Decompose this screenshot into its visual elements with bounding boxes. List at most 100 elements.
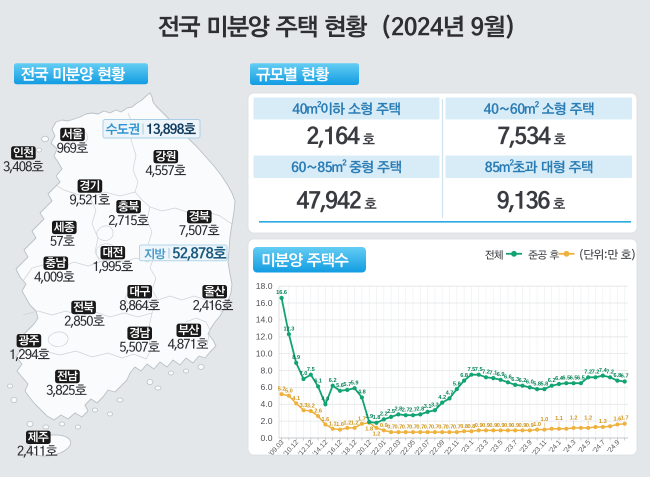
svg-text:2.5: 2.5: [387, 409, 395, 415]
svg-text:16.0: 16.0: [256, 298, 273, 308]
svg-text:5.8: 5.8: [541, 381, 549, 387]
svg-text:1.8: 1.8: [365, 426, 373, 432]
svg-text:2.2: 2.2: [380, 412, 388, 418]
svg-text:5.9: 5.9: [351, 380, 359, 386]
svg-text:0.9: 0.9: [519, 423, 527, 429]
svg-text:6.2: 6.2: [519, 378, 527, 384]
svg-text:1.2: 1.2: [584, 415, 592, 421]
svg-text:5.7: 5.7: [343, 382, 351, 388]
svg-text:7.1: 7.1: [489, 370, 497, 376]
svg-text:1.8: 1.8: [373, 415, 381, 421]
svg-text:1.2: 1.2: [343, 421, 351, 427]
svg-text:1.6: 1.6: [322, 417, 330, 423]
svg-text:1.2: 1.2: [351, 421, 359, 427]
svg-text:1.0: 1.0: [541, 417, 549, 423]
svg-text:6.0: 6.0: [526, 380, 534, 386]
svg-text:7.5: 7.5: [475, 367, 483, 373]
svg-text:5.0: 5.0: [285, 388, 293, 394]
svg-text:0.7: 0.7: [402, 425, 410, 431]
svg-text:0.9: 0.9: [475, 423, 483, 429]
svg-text:0.7: 0.7: [446, 425, 454, 431]
svg-text:1.1: 1.1: [555, 416, 563, 422]
svg-text:4.0: 4.0: [261, 399, 273, 409]
svg-text:0.7: 0.7: [387, 425, 395, 431]
svg-text:6.7: 6.7: [621, 374, 629, 380]
svg-text:0.8: 0.8: [468, 424, 476, 430]
svg-text:1.2: 1.2: [570, 415, 578, 421]
svg-text:2.7: 2.7: [402, 407, 410, 413]
svg-text:6.5: 6.5: [562, 375, 570, 381]
svg-text:5.2: 5.2: [278, 387, 286, 393]
svg-text:2.8: 2.8: [395, 407, 403, 413]
svg-text:1.6: 1.6: [614, 416, 622, 422]
svg-text:4.2: 4.2: [438, 395, 446, 401]
svg-text:6.9: 6.9: [497, 372, 505, 378]
svg-text:6.2: 6.2: [548, 378, 556, 384]
svg-text:0.7: 0.7: [431, 425, 439, 431]
svg-text:4.1: 4.1: [292, 396, 300, 402]
svg-text:3.2: 3.2: [307, 404, 315, 410]
svg-text:0.9: 0.9: [526, 423, 534, 429]
svg-text:16.6: 16.6: [276, 290, 287, 296]
svg-text:1.0: 1.0: [533, 422, 541, 428]
svg-text:6.4: 6.4: [555, 376, 564, 382]
svg-text:0.9: 0.9: [489, 423, 497, 429]
svg-text:0.7: 0.7: [424, 425, 432, 431]
svg-text:12.0: 12.0: [256, 332, 273, 342]
svg-text:0.7: 0.7: [416, 425, 424, 431]
svg-text:5.6: 5.6: [336, 383, 344, 389]
svg-text:14.0: 14.0: [256, 315, 273, 325]
svg-text:10.0: 10.0: [256, 348, 273, 358]
svg-text:7.2: 7.2: [584, 370, 592, 376]
svg-text:8.9: 8.9: [292, 355, 300, 361]
svg-text:8.0: 8.0: [261, 365, 273, 375]
svg-text:0.9: 0.9: [482, 423, 490, 429]
svg-text:3.3: 3.3: [431, 402, 439, 408]
svg-text:6.3: 6.3: [511, 377, 519, 383]
svg-text:7.5: 7.5: [468, 367, 476, 373]
svg-text:7.4: 7.4: [599, 368, 608, 374]
svg-text:6.2: 6.2: [329, 378, 337, 384]
svg-text:0.9: 0.9: [511, 423, 519, 429]
svg-text:1.7: 1.7: [358, 416, 366, 422]
svg-text:5.8: 5.8: [533, 381, 541, 387]
svg-text:4.7: 4.7: [446, 391, 454, 397]
svg-text:6.0: 6.0: [261, 382, 273, 392]
svg-text:7.2: 7.2: [606, 370, 614, 376]
svg-text:5.8: 5.8: [453, 381, 461, 387]
svg-text:0.7: 0.7: [438, 425, 446, 431]
svg-text:6.8: 6.8: [614, 373, 622, 379]
svg-text:6.6: 6.6: [504, 375, 512, 381]
svg-text:4.8: 4.8: [358, 390, 366, 396]
svg-text:1.0: 1.0: [336, 422, 344, 428]
svg-text:0.8: 0.8: [460, 424, 468, 430]
svg-text:6.1: 6.1: [314, 379, 322, 385]
svg-text:6.5: 6.5: [577, 375, 585, 381]
svg-text:6.5: 6.5: [570, 375, 578, 381]
svg-text:2.8: 2.8: [416, 407, 424, 413]
svg-text:2.0: 2.0: [261, 416, 273, 426]
svg-text:7.5: 7.5: [307, 367, 315, 373]
svg-text:1.9: 1.9: [365, 414, 373, 420]
svg-text:7.0: 7.0: [300, 371, 308, 377]
svg-text:0.9: 0.9: [497, 423, 505, 429]
svg-text:1.1: 1.1: [329, 421, 337, 427]
svg-text:1.3: 1.3: [599, 419, 607, 425]
svg-text:1.7: 1.7: [621, 416, 629, 422]
svg-text:0.9: 0.9: [504, 423, 512, 429]
svg-text:3.3: 3.3: [300, 403, 308, 409]
svg-text:0.7: 0.7: [395, 425, 403, 431]
svg-text:18.0: 18.0: [256, 281, 273, 291]
svg-text:2.6: 2.6: [314, 409, 322, 415]
svg-text:7.2: 7.2: [482, 370, 490, 376]
svg-text:0.0: 0.0: [261, 433, 273, 443]
svg-text:2.7: 2.7: [409, 407, 417, 413]
svg-text:0.7: 0.7: [409, 425, 417, 431]
svg-text:6.8: 6.8: [460, 373, 468, 379]
svg-text:0.7: 0.7: [453, 425, 461, 431]
svg-text:3.1: 3.1: [424, 404, 432, 410]
svg-text:7.2: 7.2: [592, 370, 600, 376]
svg-text:1.2: 1.2: [373, 431, 381, 437]
svg-text:4.0: 4.0: [322, 397, 330, 403]
svg-text:12.3: 12.3: [283, 326, 294, 332]
